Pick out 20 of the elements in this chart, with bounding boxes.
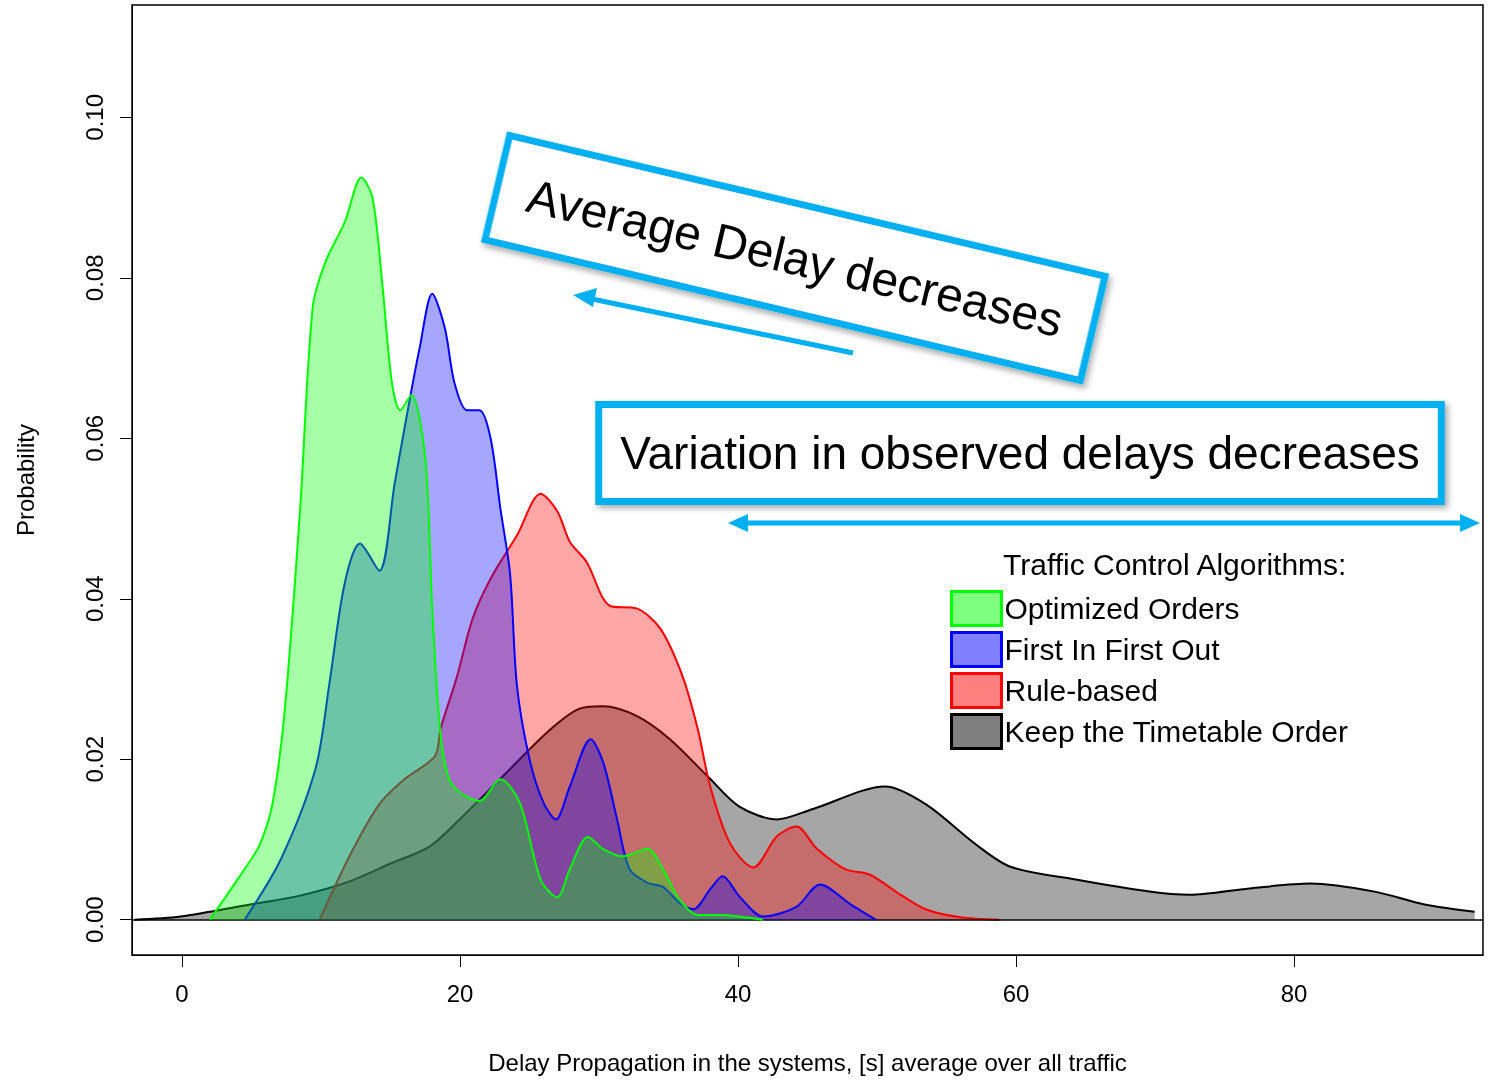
- legend-label: Keep the Timetable Order: [1004, 715, 1349, 748]
- y-tick-label: 0.06: [80, 414, 108, 462]
- legend-label: Rule-based: [1004, 674, 1158, 707]
- annotation: Average Delay decreases: [521, 169, 1069, 347]
- y-axis-title: Probability: [11, 423, 39, 537]
- y-tick-label: 0.02: [80, 735, 108, 783]
- annotation: Variation in observed delays decreases: [620, 427, 1420, 479]
- y-tick-label: 0.00: [80, 896, 108, 944]
- x-tick-label: 20: [446, 979, 474, 1007]
- x-tick-label: 60: [1002, 979, 1030, 1007]
- y-tick-label: 0.04: [80, 575, 108, 623]
- legend-label: First In First Out: [1004, 633, 1221, 666]
- x-tick-label: 0: [175, 979, 189, 1007]
- x-tick-label: 40: [724, 979, 752, 1007]
- x-tick-label: 80: [1280, 979, 1308, 1007]
- legend-label: Optimized Orders: [1004, 592, 1240, 625]
- y-tick-label: 0.10: [80, 93, 108, 141]
- x-axis-title: Delay Propagation in the systems, [s] average over all traffic: [488, 1048, 1127, 1076]
- legend-title: Traffic Control Algorithms:: [1003, 547, 1347, 581]
- y-tick-label: 0.08: [80, 254, 108, 302]
